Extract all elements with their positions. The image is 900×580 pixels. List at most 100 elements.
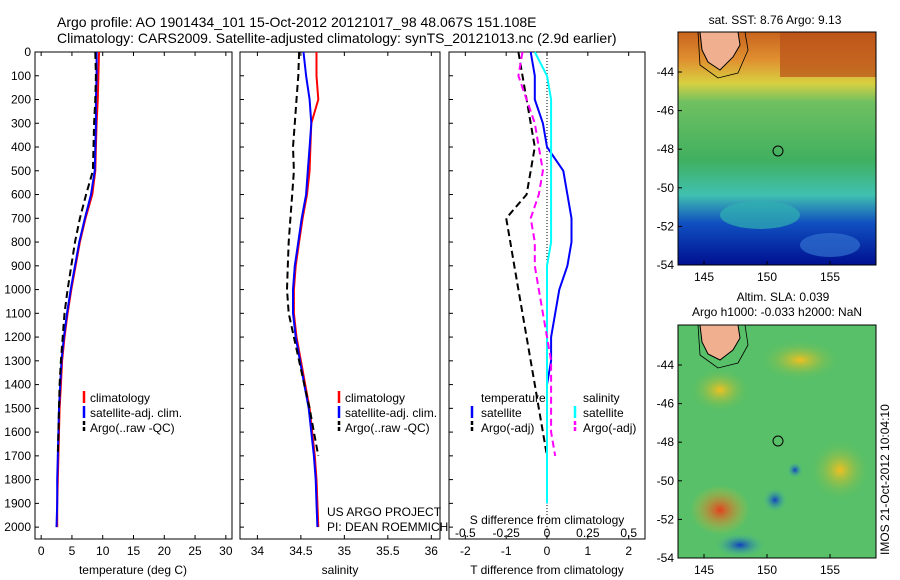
depth-tick-label: 300 bbox=[11, 116, 31, 130]
depth-tick-label: 1100 bbox=[5, 306, 31, 320]
sla-low-patch bbox=[763, 488, 787, 512]
difference-legend: temperature salinity satellite Argo(-adj… bbox=[470, 391, 636, 435]
x-tick-label: 36 bbox=[425, 544, 439, 558]
sla-low-patch-2 bbox=[715, 533, 765, 557]
lat-tick-label: -52 bbox=[657, 219, 675, 233]
lon-tick-label: 150 bbox=[757, 270, 777, 284]
sla-map-ticks: -44 -46 -48 -50 -52 -54 145 150 155 bbox=[657, 358, 841, 577]
title-line-2: Climatology: CARS2009. Satellite-adjuste… bbox=[57, 30, 617, 46]
salinity-xlabel: salinity bbox=[322, 563, 359, 577]
lat-tick-label: -54 bbox=[657, 258, 675, 272]
x-tick-label: 35.5 bbox=[376, 544, 400, 558]
temperature-series-climatology bbox=[56, 51, 100, 528]
salinity-legend: climatology satellite-adj. clim. Argo(..… bbox=[337, 391, 437, 435]
legend-label-temp-satellite: satellite bbox=[481, 406, 522, 420]
depth-tick-label: 0 bbox=[24, 45, 31, 59]
sst-cool-patch-2 bbox=[800, 233, 860, 257]
salinity-series-satellite-adj-clim- bbox=[292, 51, 319, 528]
x-tick-label: 5 bbox=[69, 544, 76, 558]
difference-series-salinity-satellite bbox=[533, 51, 553, 504]
x-tick-label: 15 bbox=[127, 544, 141, 558]
depth-tick-label: 200 bbox=[11, 93, 31, 107]
depth-tick-label: 800 bbox=[11, 235, 31, 249]
x-tick-label: 34 bbox=[251, 544, 265, 558]
legend-label-sal-argo: Argo(-adj) bbox=[583, 421, 636, 435]
lon-tick-label: 145 bbox=[694, 270, 714, 284]
legend-label-climatology: climatology bbox=[345, 391, 405, 405]
x-tick-label: -1 bbox=[501, 544, 512, 558]
depth-axis: 0 100 200 300 400 500 600 700 800 900 1000 1100 1200… bbox=[4, 45, 453, 534]
s-difference-label: S difference from climatology bbox=[470, 513, 625, 527]
temperature-series-argo-raw-qc- bbox=[56, 51, 97, 456]
sst-map-frame bbox=[677, 31, 877, 266]
legend-header-temperature: temperature bbox=[481, 391, 546, 405]
legend-label-argo: Argo(..raw -QC) bbox=[345, 421, 430, 435]
temperature-legend: climatology satellite-adj. clim. Argo(..… bbox=[82, 391, 182, 435]
lat-tick-label: -52 bbox=[657, 512, 675, 526]
depth-tick-label: 1800 bbox=[4, 473, 31, 487]
sla-map-title-1: Altim. SLA: 0.039 bbox=[737, 290, 830, 304]
x-tick-label: 1 bbox=[584, 544, 591, 558]
sla-low-patch-3 bbox=[787, 462, 803, 478]
sla-peak-patch bbox=[690, 485, 750, 535]
lon-tick-label: 145 bbox=[694, 563, 714, 577]
depth-tick-label: 400 bbox=[11, 140, 31, 154]
depth-tick-label: 1900 bbox=[4, 496, 31, 510]
x-tick-label: 0 bbox=[38, 544, 45, 558]
s-difference-ticks: -0.5 -0.25 0 0.25 0.5 bbox=[455, 526, 637, 540]
s-difference-tick-label: 0.5 bbox=[620, 526, 637, 540]
depth-tick-label: 1700 bbox=[4, 449, 31, 463]
tasmania-landmass bbox=[699, 324, 741, 361]
depth-tick-label: 1400 bbox=[4, 378, 31, 392]
lat-tick-label: -54 bbox=[657, 551, 675, 565]
legend-label-argo: Argo(..raw -QC) bbox=[90, 421, 175, 435]
legend-label-satellite: satellite-adj. clim. bbox=[90, 406, 182, 420]
argo-position-marker bbox=[772, 435, 784, 447]
salinity-axes bbox=[239, 51, 441, 540]
x-tick-label: 2 bbox=[625, 544, 632, 558]
sla-high-patch bbox=[690, 368, 750, 412]
salinity-plot: 34 34.5 35 35.5 36 bbox=[251, 51, 439, 558]
legend-label-satellite: satellite-adj. clim. bbox=[345, 406, 437, 420]
sst-map bbox=[677, 31, 877, 266]
depth-tick-label: 2000 bbox=[4, 520, 31, 534]
depth-tick-label: 900 bbox=[11, 259, 31, 273]
legend-header-salinity: salinity bbox=[583, 391, 620, 405]
x-tick-label: 10 bbox=[96, 544, 110, 558]
sst-warm-patch bbox=[780, 32, 876, 77]
depth-tick-label: 700 bbox=[11, 211, 31, 225]
sst-map-title: sat. SST: 8.76 Argo: 9.13 bbox=[709, 13, 842, 27]
temperature-xlabel: temperature (deg C) bbox=[79, 563, 187, 577]
tasmania-landmass bbox=[699, 31, 741, 71]
x-tick-label: 20 bbox=[158, 544, 172, 558]
lat-tick-label: -50 bbox=[657, 181, 675, 195]
s-difference-tick-label: -0.25 bbox=[492, 526, 520, 540]
lat-tick-label: -46 bbox=[657, 397, 675, 411]
argo-position-marker bbox=[772, 145, 784, 157]
sla-map bbox=[677, 324, 877, 559]
depth-tick-label: 500 bbox=[11, 164, 31, 178]
temperature-axes bbox=[34, 51, 233, 540]
x-tick-label: 30 bbox=[219, 544, 233, 558]
salinity-series-argo-raw-qc- bbox=[286, 51, 320, 457]
sla-high-patch-2 bbox=[760, 340, 840, 380]
lon-tick-label: 155 bbox=[820, 563, 840, 577]
sst-map-ticks: -44 -46 -48 -50 -52 -54 145 150 155 bbox=[657, 65, 841, 284]
sst-cool-patch bbox=[720, 201, 800, 229]
sla-map-title-2: Argo h1000: -0.033 h2000: NaN bbox=[692, 305, 862, 319]
depth-tick-label: 1500 bbox=[4, 401, 31, 415]
difference-series-temperature-argo-adj- bbox=[505, 51, 548, 457]
difference-series-salinity-argo-adj- bbox=[517, 51, 557, 457]
depth-tick-label: 600 bbox=[11, 188, 31, 202]
lat-tick-label: -50 bbox=[657, 474, 675, 488]
x-tick-label: 34.5 bbox=[289, 544, 313, 558]
temperature-series-satellite-adj-clim- bbox=[55, 52, 98, 528]
s-difference-tick-label: 0.25 bbox=[576, 526, 600, 540]
lon-tick-label: 155 bbox=[820, 270, 840, 284]
x-tick-label: 35 bbox=[338, 544, 352, 558]
timestamp-stamp: IMOS 21-Oct-2012 10:04:10 bbox=[878, 404, 892, 555]
depth-tick-label: 1300 bbox=[4, 354, 31, 368]
sla-map-frame bbox=[677, 324, 877, 559]
temperature-plot: 0 5 10 15 20 25 30 bbox=[38, 51, 233, 558]
legend-label-sal-satellite: satellite bbox=[583, 406, 624, 420]
